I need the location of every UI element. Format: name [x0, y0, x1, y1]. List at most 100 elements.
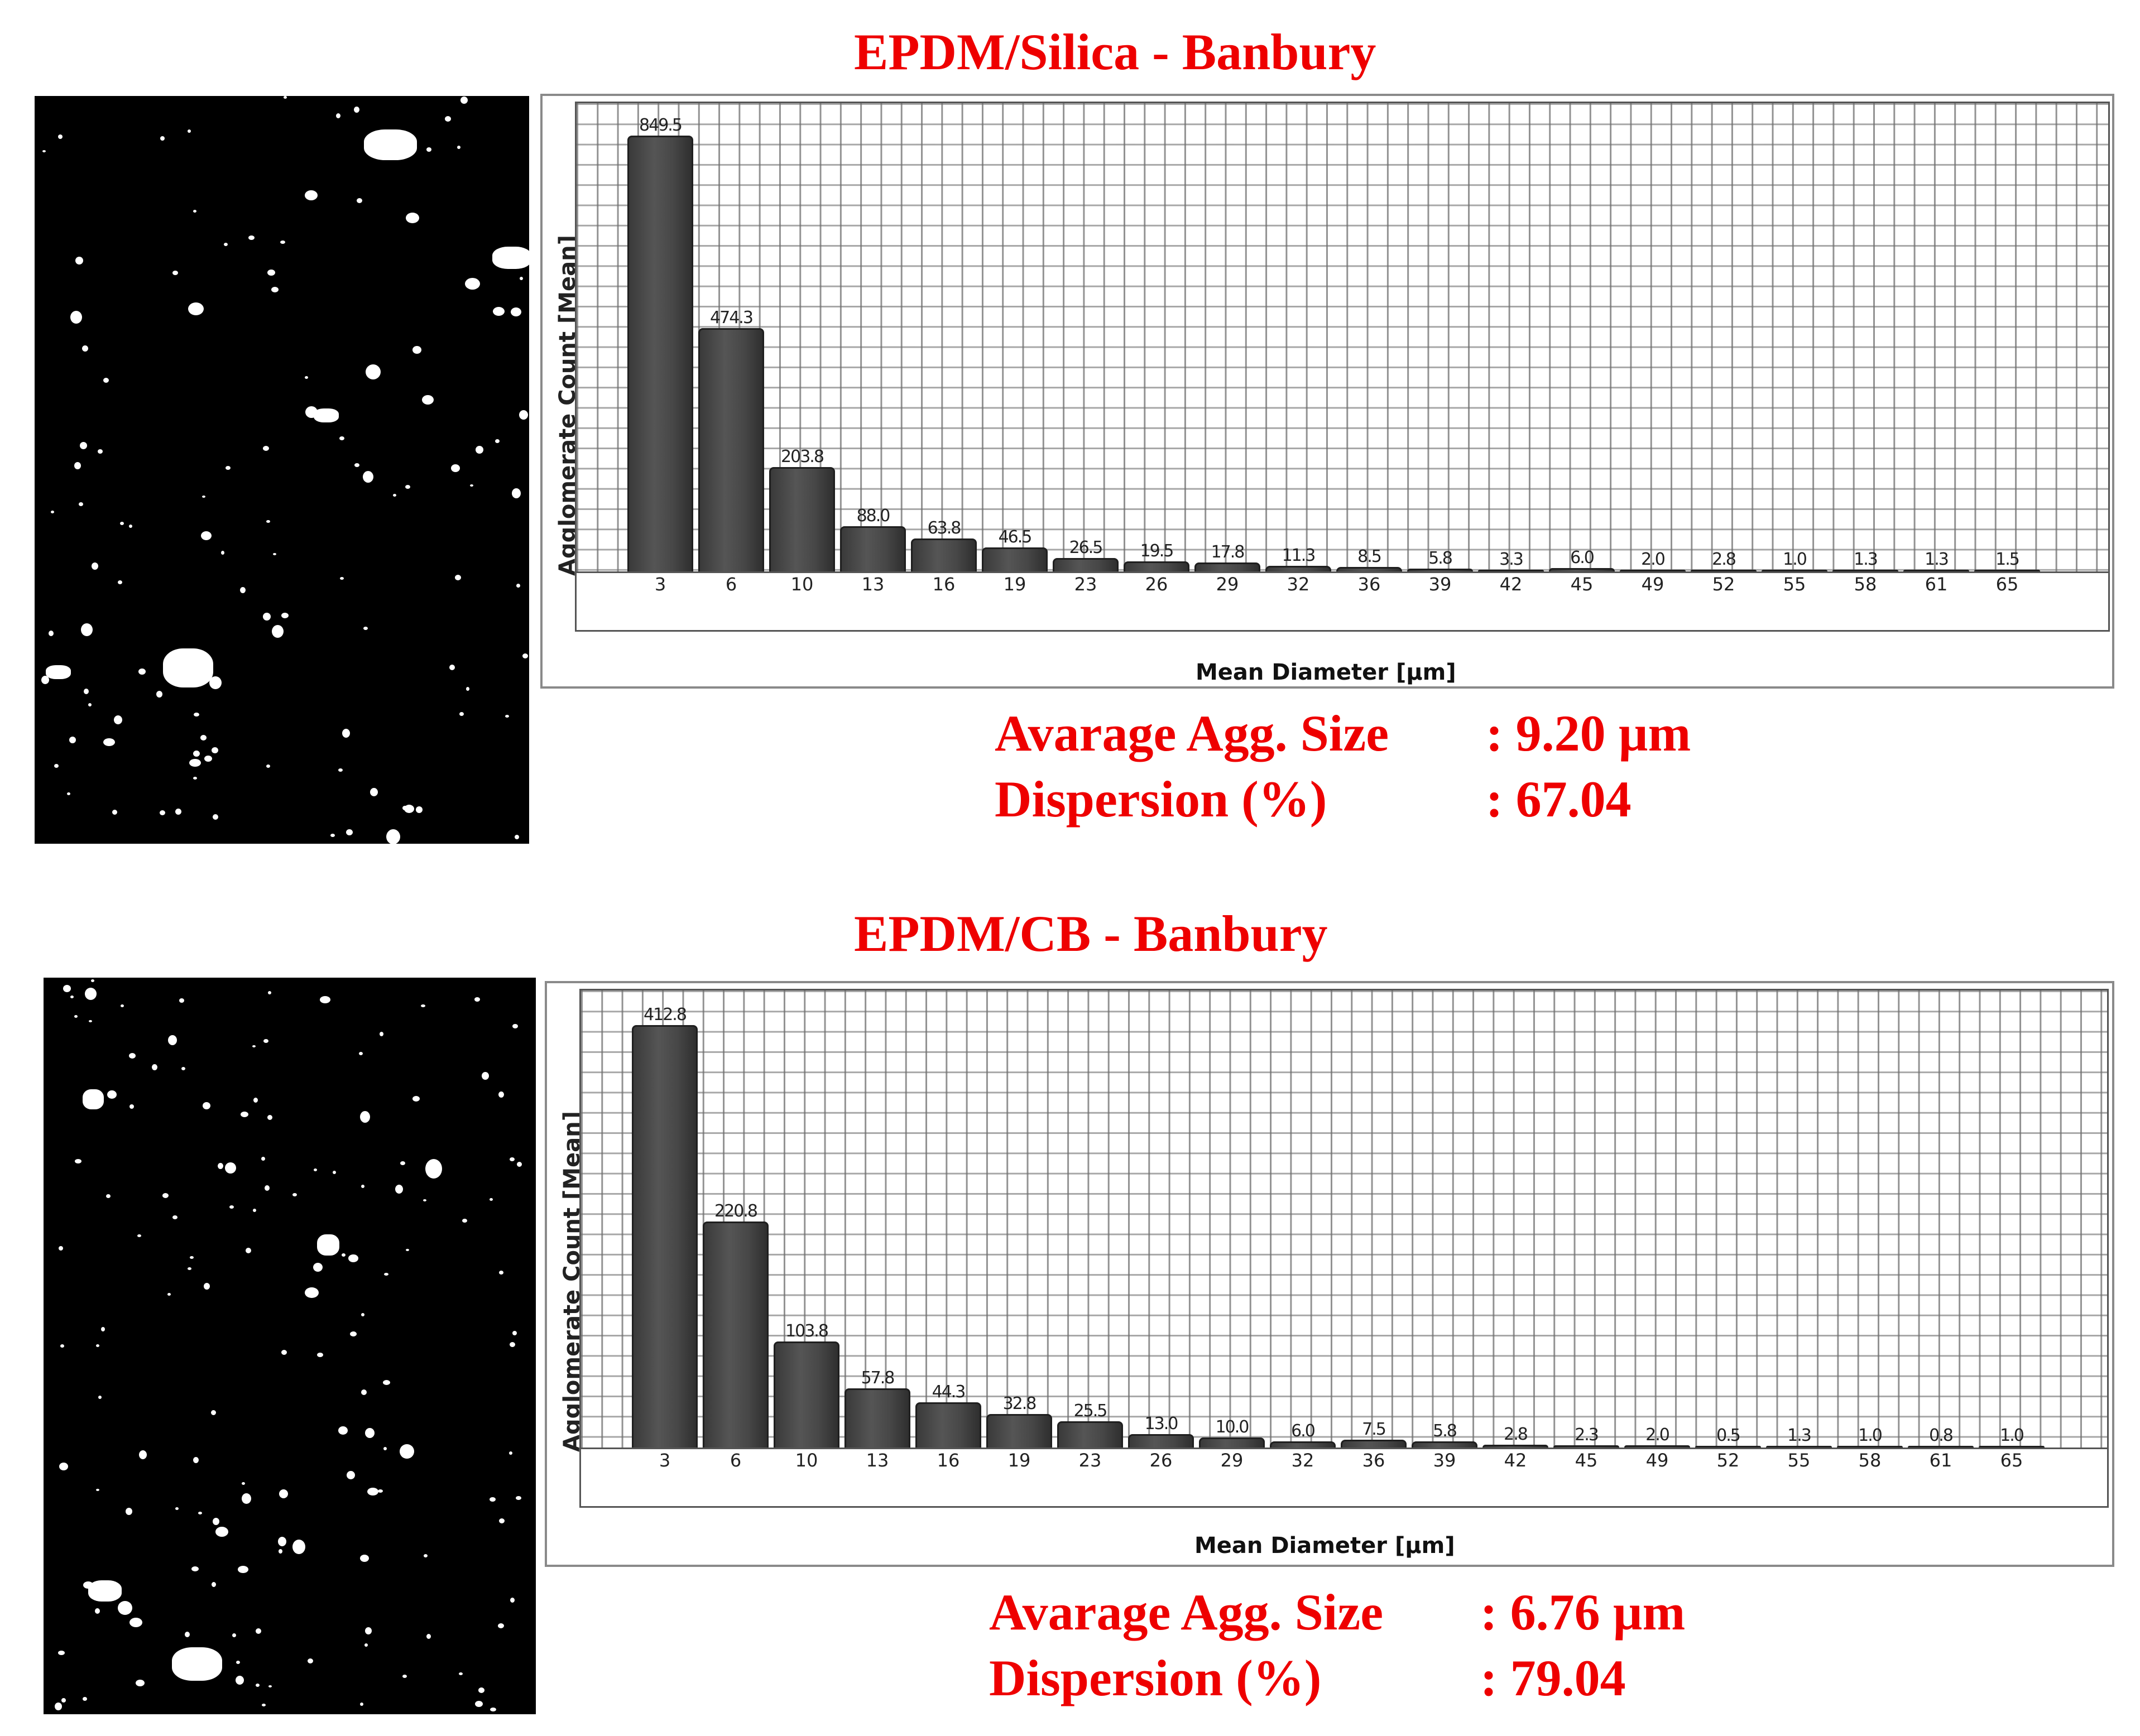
particle	[268, 1685, 272, 1687]
particle	[55, 1703, 62, 1710]
particle	[85, 988, 97, 1000]
bar-value-label: 203.8	[781, 446, 824, 467]
particle	[360, 1111, 370, 1123]
bar-value-label: 1.0	[2000, 1426, 2024, 1445]
x-tick-label: 39	[1428, 574, 1452, 595]
bar	[1057, 1421, 1123, 1448]
particle	[280, 241, 285, 244]
particle	[193, 751, 200, 757]
particle	[103, 378, 109, 383]
particle	[167, 1293, 171, 1296]
particle	[98, 449, 103, 454]
x-tick-label: 52	[1712, 574, 1735, 595]
particle	[242, 1493, 251, 1504]
particle	[308, 1658, 313, 1663]
agglomerate	[314, 408, 339, 422]
particle	[103, 738, 115, 746]
x-tick-label: 58	[1854, 574, 1877, 595]
dispersion-value: : 67.04	[1486, 771, 1632, 828]
particle	[156, 691, 162, 698]
particle	[179, 998, 184, 1003]
particle	[509, 1451, 512, 1455]
particle	[305, 190, 318, 200]
bar-value-label: 412.8	[644, 1004, 687, 1025]
particle	[360, 1703, 363, 1706]
particle	[193, 1457, 199, 1463]
bar-value-label: 220.8	[714, 1201, 758, 1221]
particle	[240, 587, 246, 593]
chart-cb: Agglomerate Count [Mean] 412.8 3 220.8 6 103…	[545, 981, 2114, 1567]
bar-value-label: 103.8	[785, 1321, 829, 1341]
particle	[367, 1488, 378, 1495]
particle	[54, 764, 59, 768]
particle	[383, 1380, 390, 1385]
chart-silica: Agglomerate Count [Mean] 849.5 3 474.3 6 203…	[540, 94, 2114, 689]
particle	[393, 494, 396, 497]
particle	[160, 136, 165, 141]
bar-value-label: 2.8	[1504, 1424, 1528, 1444]
particle	[83, 1697, 87, 1701]
particle	[114, 715, 122, 724]
x-tick-label: 52	[1716, 1450, 1740, 1471]
bar	[1265, 565, 1331, 571]
particle	[225, 1162, 236, 1174]
particle	[160, 810, 165, 815]
particle	[82, 345, 88, 352]
bar	[774, 1341, 839, 1448]
particle	[314, 1168, 317, 1171]
particle	[512, 1331, 517, 1335]
particle	[137, 1234, 141, 1237]
bar-value-label: 0.8	[1929, 1426, 1954, 1445]
particle	[202, 496, 205, 498]
particle	[516, 1496, 521, 1500]
particle	[80, 442, 87, 449]
particle	[522, 653, 528, 658]
bar	[1908, 1446, 1974, 1448]
particle	[253, 1209, 256, 1212]
particle	[279, 1549, 282, 1554]
particle	[189, 759, 201, 767]
particle	[512, 1024, 518, 1028]
bar-value-label: 849.5	[639, 116, 683, 136]
particle	[313, 1263, 323, 1272]
bar-value-label: 1.3	[1925, 550, 1949, 569]
bar-value-label: 1.3	[1854, 550, 1878, 569]
particle	[79, 502, 83, 506]
bar	[698, 328, 764, 571]
x-tick-label: 13	[866, 1450, 889, 1471]
bar-value-label: 0.5	[1716, 1426, 1741, 1445]
bar	[1832, 570, 1898, 571]
particle	[357, 198, 362, 203]
bar-value-label: 8.5	[1357, 547, 1382, 567]
particle	[402, 1675, 407, 1678]
particle	[505, 715, 509, 718]
particle	[383, 1447, 387, 1450]
particle	[238, 1566, 248, 1573]
particle	[400, 1161, 405, 1165]
particle	[129, 525, 132, 528]
bar	[845, 1388, 910, 1448]
particle	[449, 665, 455, 670]
particle	[320, 996, 330, 1003]
particle	[499, 1271, 503, 1275]
bar	[632, 1025, 698, 1448]
bar	[840, 526, 906, 571]
particle	[402, 806, 407, 810]
particle	[215, 1527, 228, 1537]
x-tick-label: 39	[1433, 1450, 1456, 1471]
particle	[256, 1684, 260, 1687]
bar	[982, 547, 1048, 571]
x-tick-label: 42	[1504, 1450, 1527, 1471]
particle	[262, 1704, 266, 1706]
particle	[89, 1020, 92, 1022]
bar-value-label: 5.8	[1433, 1421, 1457, 1441]
x-tick-label: 36	[1362, 1450, 1385, 1471]
particle	[482, 1072, 489, 1080]
bar	[1341, 1440, 1407, 1448]
particle	[75, 1159, 81, 1163]
particle	[198, 1512, 202, 1514]
particle	[361, 1389, 367, 1395]
x-tick-label: 32	[1291, 1450, 1314, 1471]
bar-value-label: 474.3	[710, 307, 754, 328]
particle	[499, 1518, 505, 1523]
